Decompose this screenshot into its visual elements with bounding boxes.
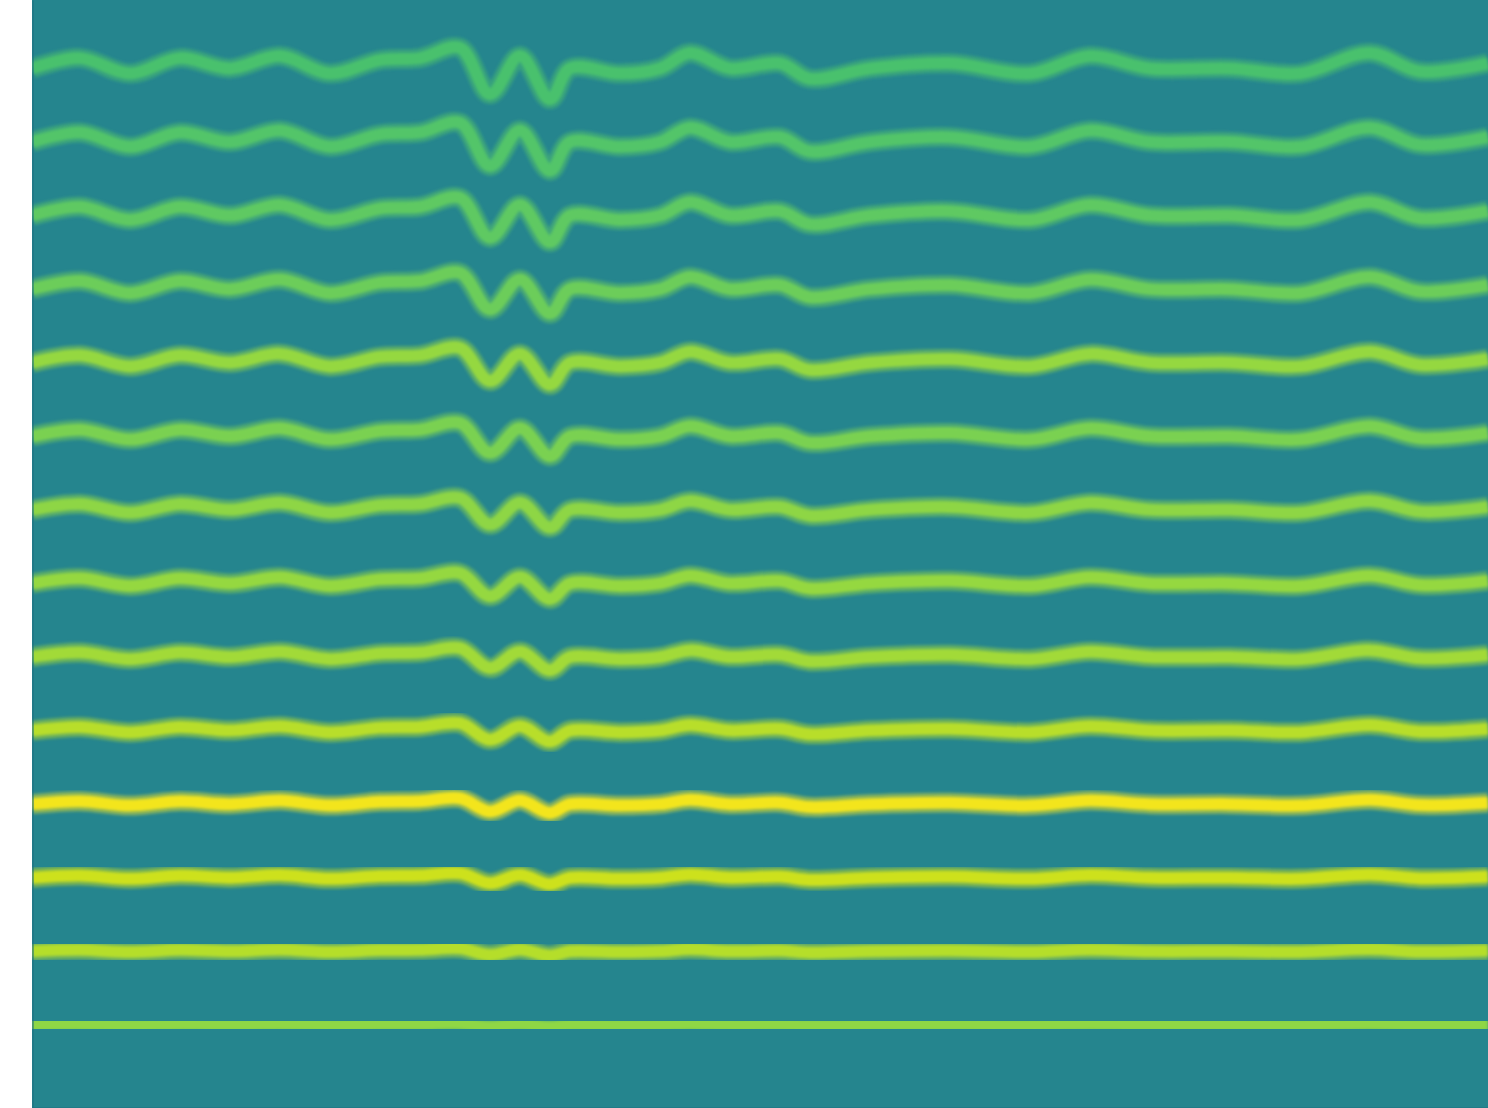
harmonic-line	[32, 197, 1488, 242]
series-group	[32, 47, 1488, 1027]
y-axis	[33, 1, 34, 1108]
harmonic-halo	[32, 47, 1488, 99]
harmonic-halo	[32, 497, 1488, 527]
plot-background	[32, 0, 1488, 1108]
harmonic-halo	[32, 647, 1488, 670]
harmonic-line	[32, 798, 1488, 813]
harmonic-halo	[32, 1023, 1488, 1027]
chart	[0, 0, 1488, 1108]
plot	[32, 0, 1488, 1108]
harmonic-halo	[32, 798, 1488, 813]
harmonic-halo	[32, 197, 1488, 242]
harmonic-line	[32, 1023, 1488, 1027]
harmonic-line	[32, 723, 1488, 742]
harmonic-line	[32, 948, 1488, 956]
harmonic-halo	[32, 873, 1488, 884]
harmonic-line	[32, 47, 1488, 99]
harmonic-line	[32, 422, 1488, 456]
harmonic-line	[32, 873, 1488, 884]
harmonic-halo	[32, 272, 1488, 313]
harmonic-line	[32, 272, 1488, 313]
harmonic-line	[32, 347, 1488, 385]
harmonic-halo	[32, 723, 1488, 742]
harmonic-line	[32, 647, 1488, 670]
harmonic-halo	[32, 572, 1488, 599]
harmonic-line	[32, 572, 1488, 599]
harmonic-halo	[32, 347, 1488, 385]
harmonic-line	[32, 497, 1488, 527]
harmonic-halo	[32, 948, 1488, 956]
axis-line	[33, 1, 34, 1108]
harmonic-halo	[32, 122, 1488, 171]
harmonic-line	[32, 122, 1488, 171]
harmonic-halo	[32, 422, 1488, 456]
